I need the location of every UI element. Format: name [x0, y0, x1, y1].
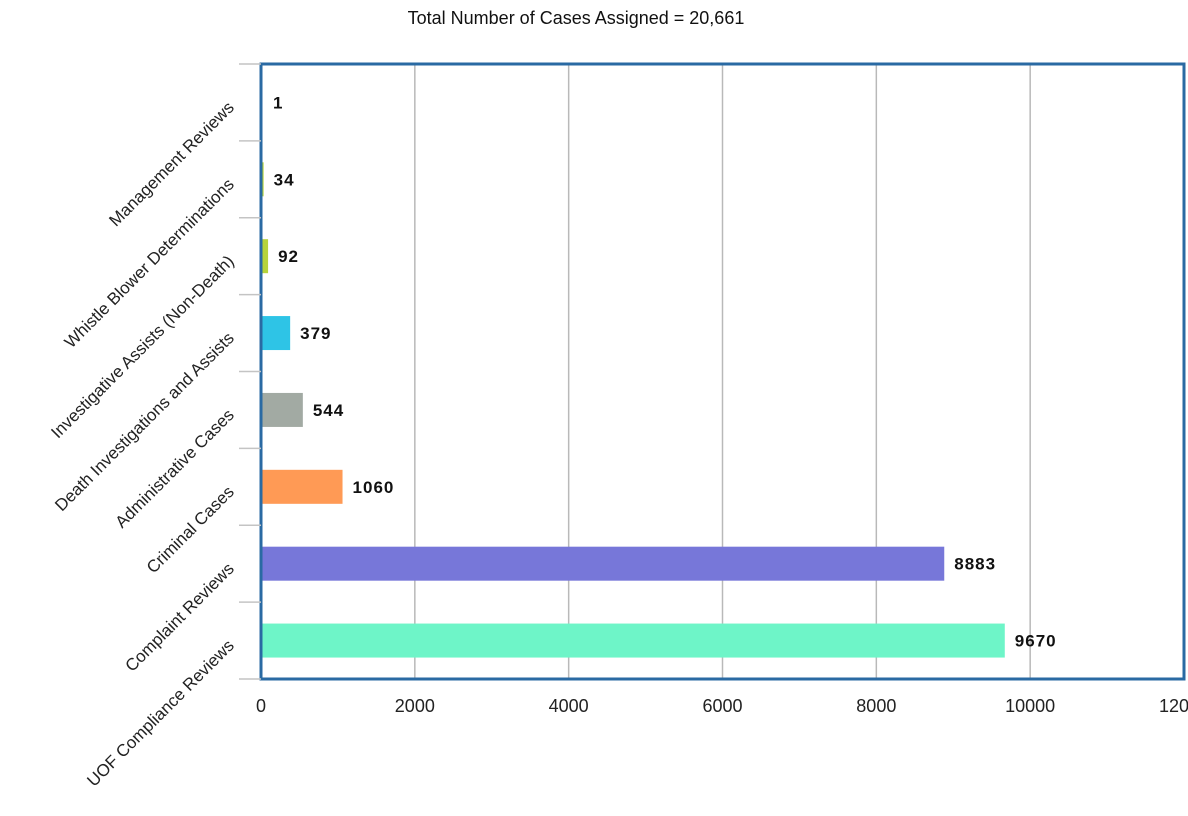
data-labels: 1 34 92 379 544 1060 8883 9670 — [273, 93, 1057, 651]
x-tick-label: 0 — [256, 696, 266, 716]
x-tick-label: 8000 — [856, 696, 896, 716]
x-axis-tick-labels: 0 2000 4000 6000 8000 10000 12000 — [256, 696, 1188, 716]
x-tick-label: 6000 — [702, 696, 742, 716]
category-label: Whistle Blower Determinations — [61, 175, 238, 352]
data-label: 92 — [278, 247, 299, 266]
data-label: 1 — [273, 93, 283, 112]
y-axis-ticks — [239, 63, 261, 680]
x-tick-label: 4000 — [549, 696, 589, 716]
data-label: 34 — [274, 170, 295, 189]
bar — [261, 546, 945, 581]
x-tick-label: 12000 — [1159, 696, 1188, 716]
data-label: 9670 — [1015, 632, 1057, 651]
data-label: 1060 — [353, 478, 395, 497]
bar — [261, 392, 303, 427]
bar — [261, 469, 343, 504]
data-label: 8883 — [954, 555, 996, 574]
gridlines — [414, 64, 1031, 679]
data-label: 379 — [300, 324, 331, 343]
data-label: 544 — [313, 401, 344, 420]
x-tick-label: 10000 — [1005, 696, 1055, 716]
chart-title: Total Number of Cases Assigned = 20,661 — [408, 8, 745, 28]
bar — [261, 623, 1005, 658]
bar — [261, 239, 269, 274]
bars — [261, 85, 1005, 658]
x-tick-label: 2000 — [395, 696, 435, 716]
category-label: UOF Compliance Reviews — [83, 636, 237, 790]
bar — [261, 316, 291, 351]
category-label: Management Reviews — [105, 98, 237, 230]
